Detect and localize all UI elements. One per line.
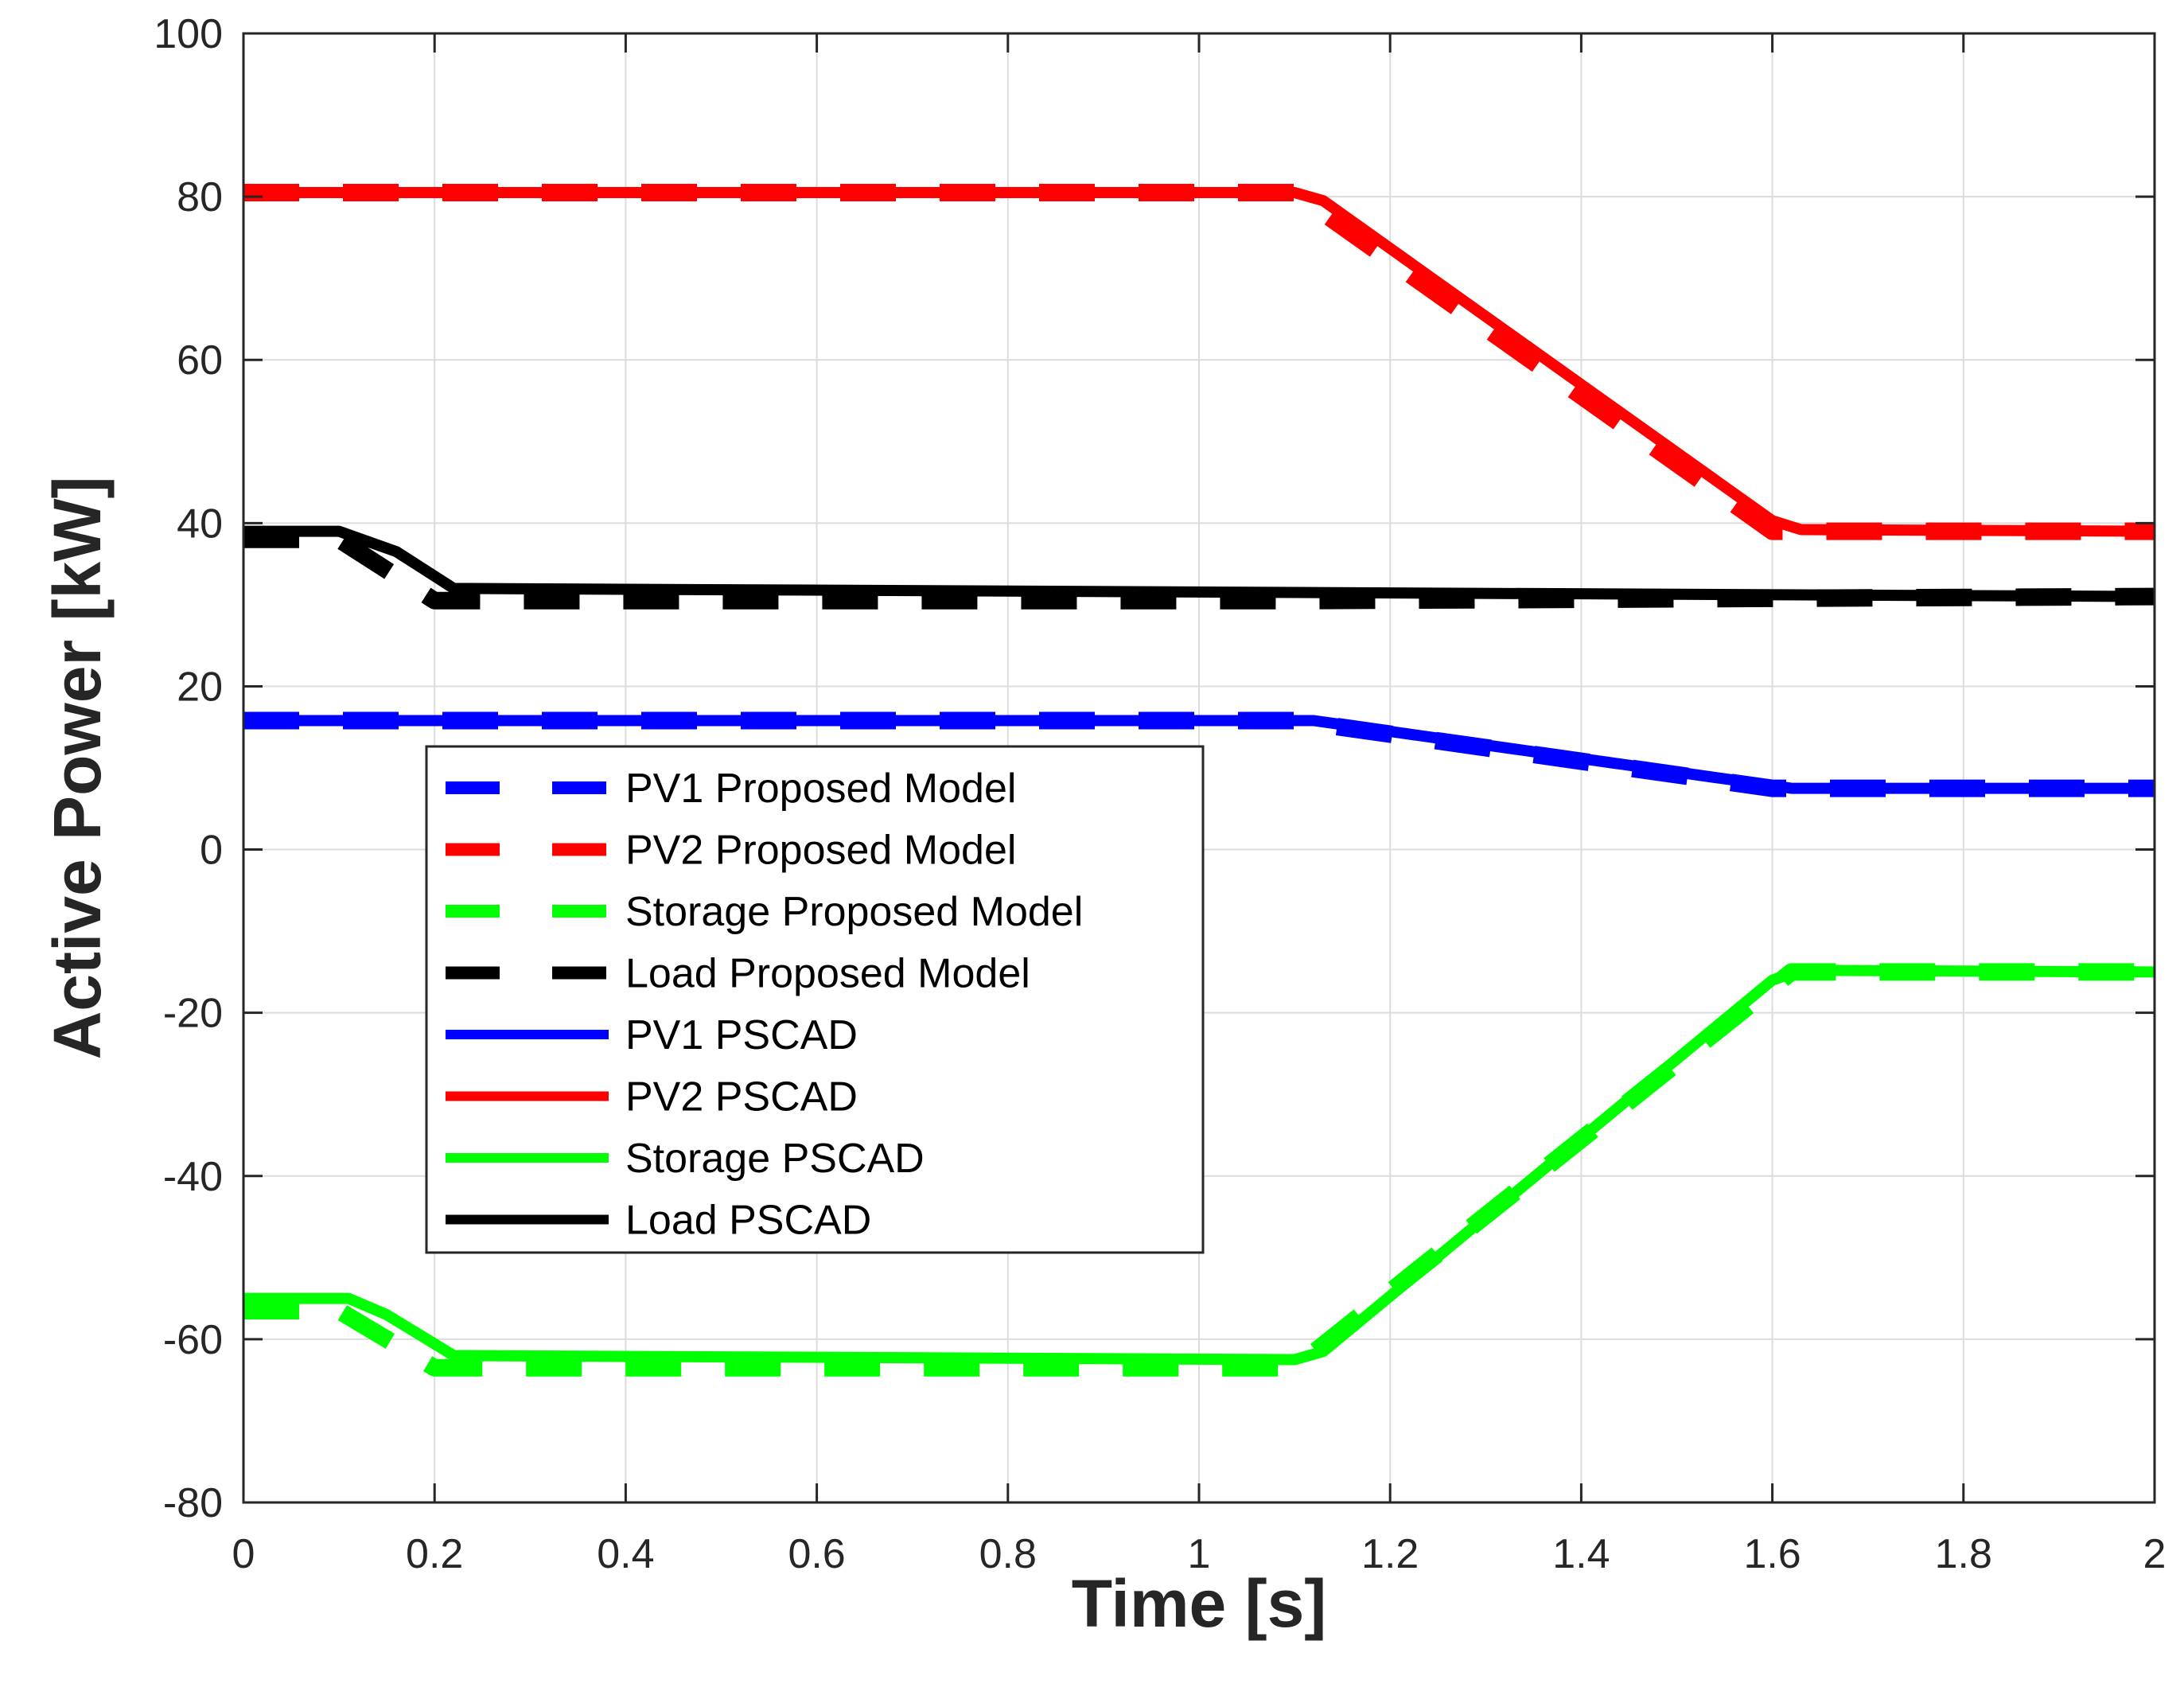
y-tick-label: 60 xyxy=(177,337,223,384)
x-tick-label: 1.8 xyxy=(1935,1531,1992,1577)
x-tick-label: 0.4 xyxy=(597,1531,654,1577)
data-series xyxy=(243,184,2155,1377)
x-tick-label: 1.4 xyxy=(1552,1531,1610,1577)
y-tick-label: -60 xyxy=(163,1317,223,1363)
x-tick-label: 0.6 xyxy=(788,1531,845,1577)
x-tick-label: 1.6 xyxy=(1743,1531,1801,1577)
x-axis-title: Time [s] xyxy=(1072,1566,1327,1641)
x-tick-label: 1 xyxy=(1188,1531,1211,1577)
x-tick-label: 1.2 xyxy=(1361,1531,1419,1577)
axis-ticks: 0 0.2 0.4 0.6 0.8 1 1.2 1.4 1.6 1.8 2 -80 -60 -40 -20 0… xyxy=(154,11,2166,1577)
legend-entry-label: Storage PSCAD xyxy=(625,1136,925,1182)
series-line-pv1-proposed-model xyxy=(243,711,2155,797)
x-tick-label: 2 xyxy=(2143,1531,2166,1577)
y-tick-label: 80 xyxy=(177,174,223,220)
legend-entry-label: PV1 PSCAD xyxy=(625,1012,858,1058)
y-tick-label: -80 xyxy=(163,1480,223,1526)
series-line-storage-proposed-model xyxy=(243,963,2155,1377)
x-tick-label: 0.2 xyxy=(406,1531,463,1577)
y-tick-label: 100 xyxy=(154,11,223,57)
series-line-load-proposed-model xyxy=(243,530,2155,610)
x-tick-label: 0.8 xyxy=(979,1531,1037,1577)
y-axis-title: Active Power [kW] xyxy=(40,477,115,1060)
legend-entry-label: Load PSCAD xyxy=(625,1198,871,1244)
legend-box xyxy=(425,745,1205,1254)
y-tick-label: -20 xyxy=(163,991,223,1037)
legend-entry-label: PV2 PSCAD xyxy=(625,1074,858,1120)
y-tick-label: -40 xyxy=(163,1154,223,1200)
legend-entry-label: PV1 Proposed Model xyxy=(625,766,1016,812)
series-line-pv2-proposed-model xyxy=(243,184,2155,540)
legend-entry-label: Load Proposed Model xyxy=(625,951,1030,997)
legend-entry-label: PV2 Proposed Model xyxy=(625,828,1016,874)
legend: PV1 Proposed Model PV2 Proposed Model Stor… xyxy=(425,745,1205,1254)
y-tick-label: 40 xyxy=(177,501,223,547)
x-tick-label: 0 xyxy=(232,1531,255,1577)
y-tick-label: 0 xyxy=(200,828,223,874)
legend-entry-label: Storage Proposed Model xyxy=(625,889,1083,935)
y-tick-label: 20 xyxy=(177,664,223,710)
